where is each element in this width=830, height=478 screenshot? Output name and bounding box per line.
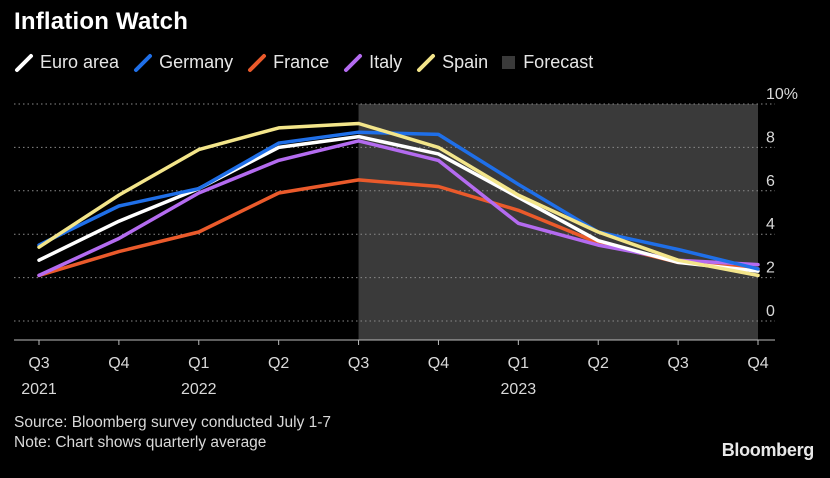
x-tick-label: Q3 bbox=[348, 355, 369, 372]
chart-title: Inflation Watch bbox=[14, 8, 189, 35]
legend-euro-area-line-icon bbox=[14, 53, 34, 73]
series-line-euro-area bbox=[37, 134, 760, 273]
x-tick-label: Q2 bbox=[268, 355, 289, 372]
x-tick-label: Q4 bbox=[108, 355, 129, 372]
x-tick-label: Q3 bbox=[667, 355, 688, 372]
legend-item-spain: Spain bbox=[416, 52, 488, 73]
series-line-germany bbox=[37, 130, 760, 271]
y-tick-label: 8 bbox=[766, 129, 775, 146]
legend-item-euro-area: Euro area bbox=[14, 52, 119, 73]
x-tick-label: Q4 bbox=[747, 355, 768, 372]
legend-item-forecast: Forecast bbox=[502, 52, 593, 73]
x-tick-year-label: 2023 bbox=[501, 381, 537, 398]
y-tick-label: 10% bbox=[766, 86, 798, 103]
chart-note: Note: Chart shows quarterly average bbox=[14, 434, 267, 451]
x-tick-label: Q1 bbox=[508, 355, 529, 372]
legend-italy-line-icon bbox=[343, 53, 363, 73]
legend-item-italy: Italy bbox=[343, 52, 402, 73]
source-note: Source: Bloomberg survey conducted July … bbox=[14, 414, 332, 431]
forecast-region bbox=[358, 104, 758, 340]
series-line-spain bbox=[37, 121, 760, 278]
legend-germany-line-icon bbox=[133, 53, 153, 73]
legend-label-euro-area: Euro area bbox=[40, 52, 120, 72]
legend-forecast-box-icon bbox=[502, 56, 516, 69]
bloomberg-logo: Bloomberg bbox=[721, 440, 815, 460]
x-tick-label: Q3 bbox=[28, 355, 49, 372]
x-tick-year-label: 2022 bbox=[181, 381, 217, 398]
y-tick-label: 0 bbox=[766, 303, 775, 320]
legend-spain-line-icon bbox=[416, 53, 436, 73]
x-tick-year-label: 2021 bbox=[21, 381, 57, 398]
legend-label-italy: Italy bbox=[369, 52, 403, 72]
legend-label-germany: Germany bbox=[159, 52, 234, 72]
legend-label-france: France bbox=[273, 52, 330, 72]
legend-label-forecast: Forecast bbox=[523, 52, 594, 72]
chart-footer: Source: Bloomberg survey conducted July … bbox=[14, 413, 331, 453]
legend-label-spain: Spain bbox=[442, 52, 489, 72]
legend-france-line-icon bbox=[247, 53, 267, 73]
legend-item-france: France bbox=[247, 52, 329, 73]
legend: Euro area Germany France Italy Spain For… bbox=[14, 52, 607, 73]
y-tick-label: 2 bbox=[766, 260, 775, 277]
y-tick-label: 6 bbox=[766, 173, 775, 190]
legend-item-germany: Germany bbox=[133, 52, 233, 73]
x-tick-label: Q2 bbox=[588, 355, 609, 372]
x-tick-label: Q1 bbox=[188, 355, 209, 372]
y-tick-label: 4 bbox=[766, 216, 775, 233]
x-tick-label: Q4 bbox=[428, 355, 449, 372]
